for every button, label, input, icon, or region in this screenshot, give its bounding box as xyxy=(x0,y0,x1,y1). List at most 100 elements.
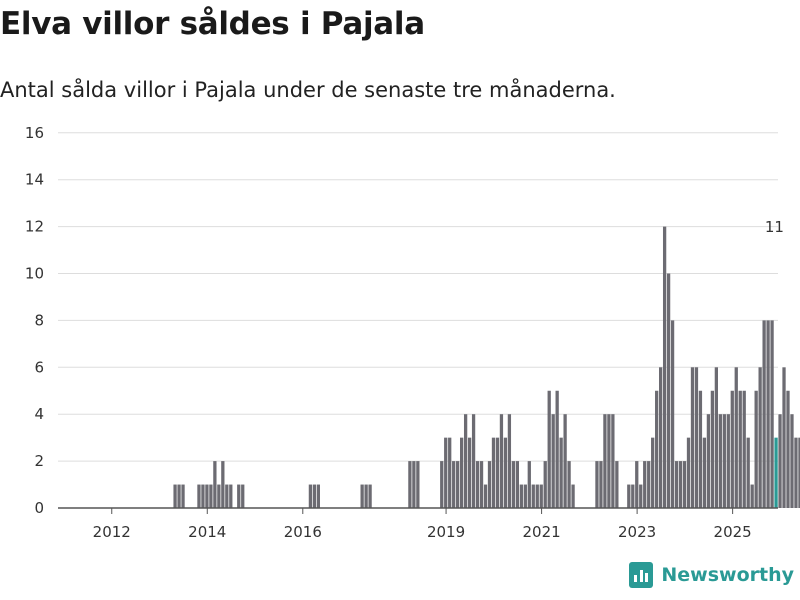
bar[interactable] xyxy=(738,390,742,508)
bar[interactable] xyxy=(662,226,667,508)
bar[interactable] xyxy=(655,390,659,508)
bar[interactable] xyxy=(643,461,647,508)
bar[interactable] xyxy=(205,484,209,508)
bar[interactable] xyxy=(794,437,798,508)
bar[interactable] xyxy=(364,484,368,508)
bar[interactable] xyxy=(515,461,519,508)
bar[interactable] xyxy=(241,484,245,508)
bar[interactable] xyxy=(718,414,722,508)
bar[interactable] xyxy=(487,461,492,508)
bar[interactable] xyxy=(690,367,695,508)
bar[interactable] xyxy=(786,390,790,508)
bar[interactable] xyxy=(766,320,770,508)
bar[interactable] xyxy=(316,484,320,508)
bar[interactable] xyxy=(460,437,464,508)
bar[interactable] xyxy=(678,461,683,508)
bar[interactable] xyxy=(177,484,181,508)
bar[interactable] xyxy=(360,484,364,508)
bar[interactable] xyxy=(666,273,671,509)
bar[interactable] xyxy=(440,461,444,508)
bar[interactable] xyxy=(444,437,448,508)
bar[interactable] xyxy=(682,461,687,508)
bar[interactable] xyxy=(694,367,699,508)
bar[interactable] xyxy=(495,437,500,508)
bar[interactable] xyxy=(511,461,516,508)
bar[interactable] xyxy=(698,390,703,508)
bar[interactable] xyxy=(706,414,711,508)
bar[interactable] xyxy=(479,461,484,508)
bar[interactable] xyxy=(471,414,476,508)
bar[interactable] xyxy=(416,461,420,508)
bar[interactable] xyxy=(639,484,643,508)
bar[interactable] xyxy=(523,484,527,508)
bar[interactable] xyxy=(798,437,800,508)
bar[interactable] xyxy=(659,367,663,508)
bar[interactable] xyxy=(539,484,543,508)
bar[interactable] xyxy=(408,461,412,508)
bar[interactable] xyxy=(647,461,651,508)
bar[interactable] xyxy=(221,461,225,508)
bar[interactable] xyxy=(229,484,233,508)
bar[interactable] xyxy=(197,484,201,508)
bar[interactable] xyxy=(217,484,221,508)
bar[interactable] xyxy=(412,461,416,508)
bar[interactable] xyxy=(312,484,317,508)
bar[interactable] xyxy=(181,484,185,508)
bar[interactable] xyxy=(730,390,734,508)
bar[interactable] xyxy=(507,414,512,508)
bar[interactable] xyxy=(607,414,611,508)
bar[interactable] xyxy=(555,390,559,508)
bar[interactable] xyxy=(778,414,782,508)
bar[interactable] xyxy=(467,437,472,508)
bar[interactable] xyxy=(209,484,213,508)
bar[interactable] xyxy=(782,367,786,508)
bar[interactable] xyxy=(770,320,774,508)
bar[interactable] xyxy=(551,414,555,508)
bar[interactable] xyxy=(754,390,758,508)
bar[interactable] xyxy=(527,461,531,508)
bar[interactable] xyxy=(491,437,496,508)
bar[interactable] xyxy=(563,414,567,508)
bar[interactable] xyxy=(742,390,746,508)
bar[interactable] xyxy=(213,461,217,508)
bar[interactable] xyxy=(722,414,726,508)
bar[interactable] xyxy=(595,461,599,508)
bar[interactable] xyxy=(670,320,675,508)
bar[interactable] xyxy=(559,437,563,508)
bar[interactable] xyxy=(463,414,468,508)
bar[interactable] xyxy=(631,484,635,508)
bar[interactable] xyxy=(547,390,551,508)
bar[interactable] xyxy=(571,484,575,508)
bar[interactable] xyxy=(635,461,639,508)
bar[interactable] xyxy=(674,461,679,508)
bar[interactable] xyxy=(173,484,177,508)
bar[interactable] xyxy=(750,484,754,508)
bar[interactable] xyxy=(567,461,571,508)
bar[interactable] xyxy=(762,320,766,508)
highlighted-bar[interactable] xyxy=(774,437,778,508)
bar[interactable] xyxy=(543,461,547,508)
bar[interactable] xyxy=(368,484,372,508)
bar[interactable] xyxy=(651,437,655,508)
bar[interactable] xyxy=(714,367,718,508)
bar[interactable] xyxy=(503,437,508,508)
bar[interactable] xyxy=(308,484,313,508)
bar[interactable] xyxy=(599,461,603,508)
bar[interactable] xyxy=(237,484,241,508)
bar[interactable] xyxy=(726,414,730,508)
bar[interactable] xyxy=(758,367,762,508)
bar[interactable] xyxy=(710,390,715,508)
bar[interactable] xyxy=(611,414,615,508)
bar[interactable] xyxy=(603,414,607,508)
bar[interactable] xyxy=(499,414,504,508)
bar[interactable] xyxy=(452,461,456,508)
bar[interactable] xyxy=(702,437,707,508)
brand-logo[interactable]: Newsworthy xyxy=(629,562,794,588)
bar[interactable] xyxy=(483,484,488,508)
bar[interactable] xyxy=(746,437,750,508)
bar[interactable] xyxy=(627,484,631,508)
bar[interactable] xyxy=(448,437,452,508)
bar[interactable] xyxy=(535,484,539,508)
bar[interactable] xyxy=(456,461,460,508)
bar[interactable] xyxy=(519,484,523,508)
